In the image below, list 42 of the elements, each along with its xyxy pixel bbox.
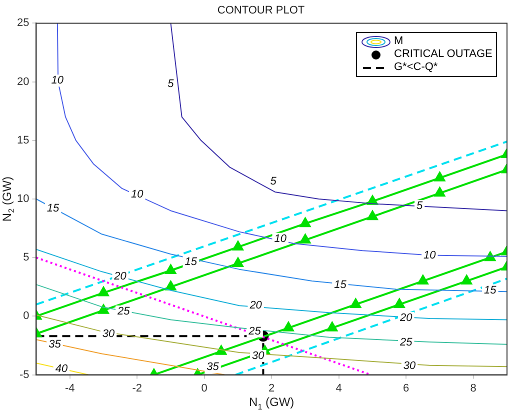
y-tick-label: 25	[16, 17, 30, 30]
annotation: 20	[248, 300, 263, 312]
annotation: 10	[51, 74, 64, 87]
chart-title: CONTOUR PLOT	[217, 4, 305, 17]
annotation: 5	[416, 200, 424, 212]
annotation: 10	[130, 188, 144, 200]
annotation: 20	[113, 270, 128, 282]
annotation: 35	[48, 338, 62, 350]
annotation: 30	[252, 350, 266, 362]
annotation: 15	[46, 202, 60, 214]
annotation: 15	[184, 256, 198, 268]
annotation: 25	[248, 326, 262, 338]
y-tick-label: 15	[16, 134, 30, 146]
annotation: 25	[116, 306, 131, 318]
annotation: 10	[424, 249, 437, 262]
annotation: 30	[403, 360, 416, 372]
annotation: 35	[206, 361, 220, 374]
y-tick-label: 0	[23, 310, 30, 322]
y-tick-label: -5	[19, 368, 30, 381]
x-tick-label: 4	[336, 382, 342, 394]
legend-label: M	[394, 35, 404, 48]
y-tick-label: 20	[16, 76, 30, 88]
annotation: 5	[270, 175, 278, 188]
x-tick-label: -2	[132, 382, 142, 394]
x-tick-label: 8	[470, 382, 476, 394]
x-tick-label: 0	[201, 382, 208, 394]
x-tick-label: -4	[64, 382, 75, 394]
x-axis-title: N$_{1}$ (GW)	[248, 394, 296, 412]
y-tick-label: 10	[16, 193, 30, 206]
annotation: 5	[168, 78, 175, 90]
y-tick-label: 5	[23, 252, 30, 264]
x-tick-label: 2	[268, 382, 275, 394]
legend-label: CRITICAL OUTAGE	[394, 48, 492, 62]
x-tick-label: 6	[403, 382, 410, 394]
annotation: 10	[274, 232, 288, 245]
legend-label: G*<C-Q*	[394, 61, 438, 74]
annotation: 30	[102, 328, 116, 340]
annotation: 15	[334, 279, 348, 292]
annotation: 15	[484, 284, 498, 296]
annotation: 20	[398, 312, 414, 324]
annotation: 25	[398, 336, 414, 349]
annotation: 40	[55, 363, 68, 376]
